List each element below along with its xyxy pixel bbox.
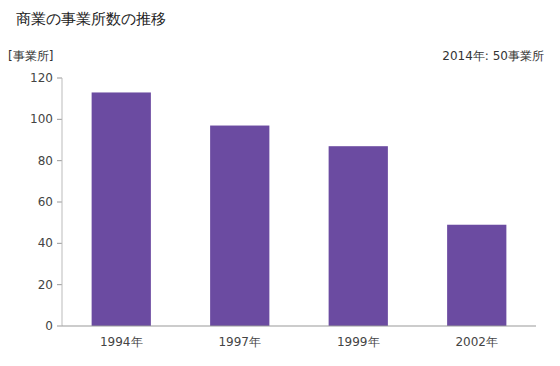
y-tick-label: 80 — [38, 154, 53, 168]
x-tick-label: 2002年 — [455, 335, 498, 349]
y-tick-label: 40 — [38, 236, 53, 250]
y-tick-label: 120 — [30, 71, 53, 85]
y-tick-label: 0 — [45, 319, 53, 333]
y-tick — [57, 326, 62, 327]
chart-svg: 商業の事業所数の推移 [事業所] 2014年: 50事業所 0 20 40 60 80 100 1… — [0, 0, 560, 366]
y-tick — [57, 160, 62, 161]
annotation: 2014年: 50事業所 — [442, 49, 544, 63]
bar — [447, 225, 506, 326]
x-tick-label: 1997年 — [218, 335, 261, 349]
y-tick-label: 100 — [30, 112, 53, 126]
x-axis: 1994年 1997年 1999年 2002年 — [62, 326, 536, 349]
y-tick — [57, 78, 62, 79]
y-tick-label: 20 — [38, 278, 53, 292]
y-axis-line — [62, 78, 63, 326]
y-tick-label: 60 — [38, 195, 53, 209]
x-tick-label: 1994年 — [100, 335, 143, 349]
bar — [92, 92, 151, 326]
y-axis: 0 20 40 60 80 100 120 — [30, 71, 62, 333]
y-tick — [57, 202, 62, 203]
bar — [329, 146, 388, 326]
bars — [92, 92, 507, 326]
title: 商業の事業所数の推移 — [16, 10, 166, 28]
y-tick — [57, 284, 62, 285]
chart-container: 商業の事業所数の推移 [事業所] 2014年: 50事業所 0 20 40 60 80 100 1… — [0, 0, 560, 366]
x-axis-line — [62, 326, 536, 327]
y-tick — [57, 119, 62, 120]
y-tick — [57, 243, 62, 244]
x-tick-label: 1999年 — [337, 335, 380, 349]
y-axis-label: [事業所] — [8, 49, 53, 63]
bar — [210, 126, 269, 326]
